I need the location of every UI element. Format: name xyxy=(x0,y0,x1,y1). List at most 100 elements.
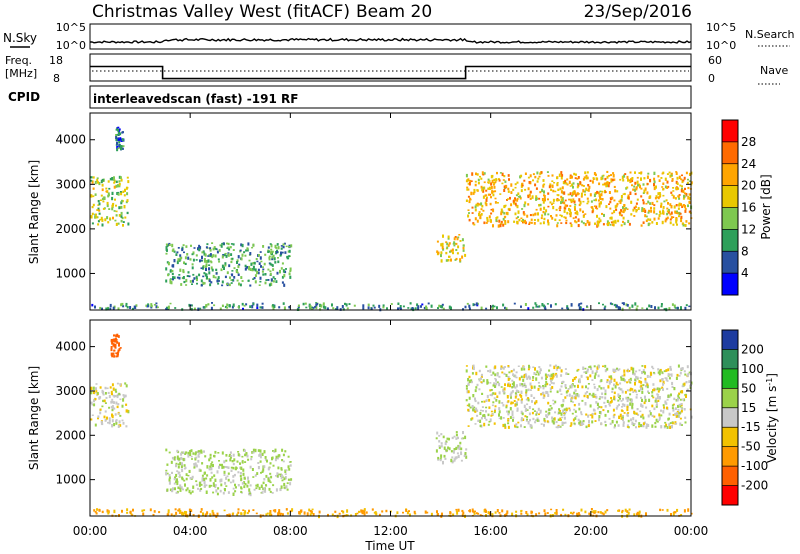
power-data-cell xyxy=(620,224,623,227)
power-data-cell xyxy=(274,261,277,264)
velocity-data-cell xyxy=(363,510,366,514)
power-data-cell xyxy=(569,213,572,218)
velocity-data-cell xyxy=(667,394,670,398)
power-data-cell xyxy=(662,188,665,191)
power-data-cell xyxy=(231,279,234,282)
power-data-cell xyxy=(238,263,241,266)
velocity-data-cell xyxy=(548,412,551,415)
velocity-data-cell xyxy=(685,394,687,398)
power-data-cell xyxy=(547,198,549,201)
power-data-cell xyxy=(560,222,563,224)
velocity-data-cell xyxy=(459,441,462,445)
power-data-cell xyxy=(288,249,291,253)
power-data-cell xyxy=(574,207,576,211)
velocity-data-cell xyxy=(596,402,599,407)
velocity-data-cell xyxy=(480,374,483,378)
velocity-data-cell xyxy=(646,383,649,386)
power-data-cell xyxy=(610,178,613,181)
power-data-cell xyxy=(524,172,527,175)
velocity-data-cell xyxy=(309,513,312,516)
power-data-cell xyxy=(467,183,470,185)
power-data-cell xyxy=(447,259,450,262)
velocity-data-cell xyxy=(265,484,268,487)
velocity-data-cell xyxy=(291,508,294,512)
power-data-cell xyxy=(276,251,279,254)
power-data-cell xyxy=(646,175,649,179)
power-data-cell xyxy=(597,220,599,224)
power-data-cell xyxy=(675,180,678,184)
velocity-data-cell xyxy=(180,452,183,456)
velocity-data-cell xyxy=(175,473,178,478)
velocity-data-cell xyxy=(272,509,275,512)
power-data-cell xyxy=(524,303,527,306)
power-data-cell xyxy=(106,201,109,205)
velocity-data-cell xyxy=(655,397,658,401)
velocity-data-cell xyxy=(560,385,563,388)
power-data-cell xyxy=(495,219,498,222)
time-tick-label: 08:00 xyxy=(273,524,308,538)
power-data-cell xyxy=(619,178,622,181)
power-data-cell xyxy=(118,180,121,183)
velocity-data-cell xyxy=(480,377,482,380)
velocity-data-cell xyxy=(494,409,496,412)
velocity-data-cell xyxy=(223,509,226,512)
power-data-cell xyxy=(190,307,193,311)
velocity-data-cell xyxy=(258,486,261,490)
power-data-cell xyxy=(227,242,230,246)
velocity-data-cell xyxy=(182,512,185,516)
power-data-cell xyxy=(115,210,118,213)
velocity-data-cell xyxy=(108,421,111,425)
velocity-data-cell xyxy=(173,456,176,458)
velocity-data-cell xyxy=(216,512,219,516)
power-data-cell xyxy=(481,188,484,192)
power-data-cell xyxy=(503,215,506,219)
velocity-data-cell xyxy=(531,400,533,403)
power-data-cell xyxy=(604,305,607,308)
velocity-data-cell xyxy=(555,509,558,513)
velocity-data-cell xyxy=(688,371,691,374)
velocity-ytick-label: 4000 xyxy=(55,340,86,354)
power-data-cell xyxy=(490,196,492,199)
power-data-cell xyxy=(586,306,589,308)
power-data-cell xyxy=(635,202,638,205)
power-data-cell xyxy=(210,266,213,270)
velocity-data-cell xyxy=(683,408,686,411)
velocity-data-cell xyxy=(93,403,96,407)
velocity-data-cell xyxy=(675,399,678,402)
velocity-data-cell xyxy=(555,374,558,378)
power-data-cell xyxy=(598,205,601,208)
velocity-data-cell xyxy=(118,412,121,415)
power-data-cell xyxy=(589,193,592,197)
power-data-cell xyxy=(117,193,120,196)
velocity-data-cell xyxy=(673,387,676,391)
velocity-data-cell xyxy=(474,397,476,401)
power-data-cell xyxy=(178,276,181,280)
power-data-cell xyxy=(520,217,523,220)
velocity-data-cell xyxy=(538,366,541,369)
power-data-cell xyxy=(556,194,559,196)
velocity-data-cell xyxy=(675,415,678,418)
velocity-data-cell xyxy=(252,451,255,454)
power-data-cell xyxy=(109,217,112,220)
power-data-cell xyxy=(119,176,122,179)
velocity-data-cell xyxy=(668,394,671,398)
velocity-colorbar-band xyxy=(722,427,738,448)
power-data-cell xyxy=(272,268,275,271)
velocity-data-cell xyxy=(610,397,613,400)
velocity-data-cell xyxy=(237,508,240,511)
power-data-cell xyxy=(473,303,476,306)
velocity-data-cell xyxy=(638,380,641,384)
power-data-cell xyxy=(153,304,156,306)
velocity-data-cell xyxy=(212,513,215,516)
velocity-data-cell xyxy=(487,423,490,426)
velocity-data-cell xyxy=(540,376,543,380)
velocity-data-cell xyxy=(240,490,243,493)
power-data-cell xyxy=(600,176,603,181)
velocity-data-cell xyxy=(655,388,657,391)
velocity-data-cell xyxy=(100,420,103,423)
velocity-data-cell xyxy=(626,408,629,412)
power-data-cell xyxy=(195,259,198,261)
power-data-cell xyxy=(662,182,665,185)
power-data-cell xyxy=(670,173,673,177)
velocity-data-cell xyxy=(656,387,659,391)
